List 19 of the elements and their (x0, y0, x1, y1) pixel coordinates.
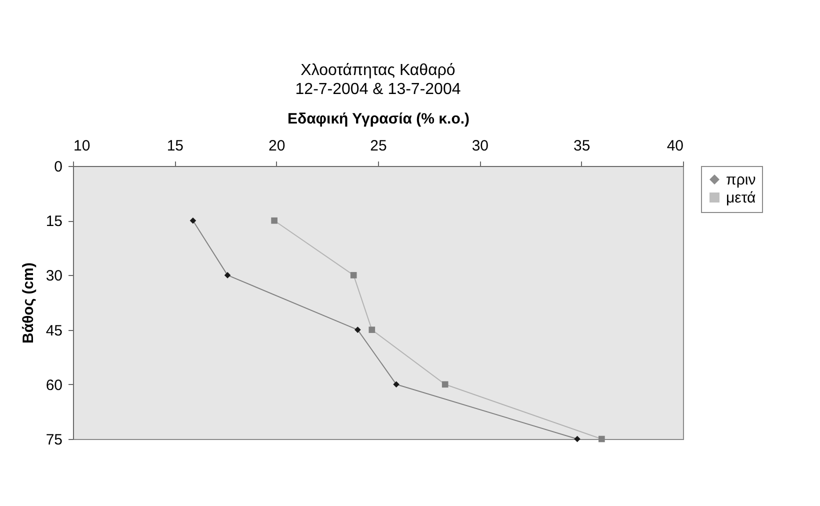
legend-label: μετά (726, 190, 756, 206)
y-axis-title: Βάθος (cm) (20, 262, 37, 344)
y-tick-label: 45 (46, 322, 62, 340)
x-tick-label: 25 (370, 138, 387, 154)
x-tick-label: 40 (666, 138, 684, 154)
y-tick-label: 0 (54, 158, 62, 176)
legend-label: πριν (726, 172, 756, 188)
chart-subtitle: 12-7-2004 & 13-7-2004 (295, 81, 461, 98)
x-tick-label: 10 (74, 138, 90, 154)
y-tick-label: 15 (46, 213, 62, 230)
y-tick-label: 75 (46, 432, 62, 448)
x-tick-label: 15 (166, 138, 184, 154)
x-axis-title: Εδαφική Υγρασία (% κ.ο.) (287, 110, 470, 128)
chart-title: Χλοοτάπητας Καθαρό (300, 62, 456, 79)
y-tick-label: 60 (46, 376, 62, 394)
y-tick-label: 30 (46, 268, 62, 285)
x-tick-label: 20 (268, 138, 286, 154)
x-tick-label: 30 (472, 138, 489, 154)
x-tick-label: 35 (573, 138, 590, 154)
